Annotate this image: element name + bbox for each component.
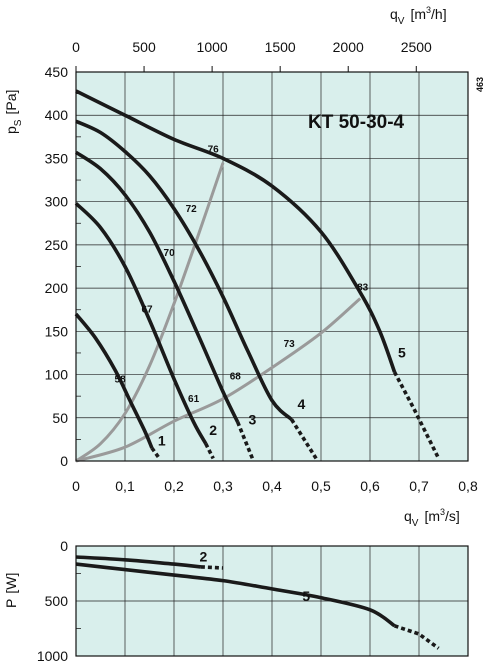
efficiency-label: 83	[357, 283, 369, 294]
pressure-curve-5-extension	[392, 371, 441, 460]
efficiency-label: 67	[141, 304, 153, 315]
power-y-tick-label: 0	[60, 538, 68, 554]
efficiency-label: 76	[208, 144, 220, 155]
efficiency-curve	[75, 162, 225, 463]
efficiency-label: 72	[186, 204, 198, 215]
chart-title: KT 50-30-4	[308, 112, 405, 133]
y-tick-label: 150	[45, 323, 69, 339]
x-axis-label: qV [m3/s]	[404, 507, 460, 529]
x-tick-label: 0,3	[213, 478, 233, 494]
power-curve-label: 2	[200, 548, 208, 564]
x2-tick-label: 2500	[401, 39, 432, 55]
pressure-curve-label: 4	[298, 396, 306, 412]
efficiency-curves	[75, 162, 362, 463]
power-curve-2	[75, 555, 202, 569]
y-tick-label: 100	[45, 367, 69, 383]
x-tick-label: 0,5	[311, 478, 331, 494]
power-curve-label: 5	[302, 588, 310, 604]
pressure-curve-5	[75, 89, 397, 373]
pressure-curve-4	[75, 119, 293, 421]
x2-axis-label: qV [m3/h]	[390, 5, 447, 27]
pressure-series-labels: 1 2 3 4 5	[158, 344, 406, 448]
x2-tick-label: 500	[132, 39, 156, 55]
efficiency-labels: 76 72 70 67 58 61 68 73 83	[115, 144, 369, 405]
pressure-curve-3	[75, 150, 240, 423]
efficiency-label: 58	[115, 374, 127, 385]
y-tick-label: 0	[60, 453, 68, 469]
power-series-labels: 25	[200, 548, 311, 604]
pressure-plot-frame	[75, 71, 469, 462]
efficiency-curve	[75, 297, 362, 463]
y-tick-label: 200	[45, 280, 69, 296]
pressure-curve-label: 1	[158, 432, 166, 448]
power-plot-frame	[75, 545, 469, 657]
power-curve-5-extension	[393, 624, 440, 650]
pressure-curve-2	[74, 202, 208, 445]
x2-tick-label: 2000	[333, 39, 364, 55]
pressure-curve-label: 3	[249, 412, 257, 428]
x-tick-label: 0,8	[458, 478, 478, 494]
pressure-curve-label: 2	[209, 422, 217, 438]
efficiency-label: 61	[188, 394, 200, 405]
power-y-axis-label: P[W]	[3, 573, 19, 608]
x-tick-label: 0,1	[115, 478, 135, 494]
x2-tick-label: 0	[72, 39, 80, 55]
pressure-chart: 76 72 70 67 58 61 68 73 83 1 2 3 4 5 0 0,1 0,2 0,3 0,4 0,…	[3, 5, 485, 529]
power-y-tick-label: 1000	[37, 648, 68, 662]
x-tick-label: 0,4	[262, 478, 282, 494]
power-series	[75, 555, 440, 650]
power-curve-2-extension	[200, 565, 224, 570]
pressure-series	[74, 89, 441, 460]
x2-tick-label: 1000	[197, 39, 228, 55]
power-y-tick-label: 500	[45, 593, 69, 609]
pressure-curve-4-extension	[290, 418, 318, 460]
y-tick-label: 450	[45, 64, 69, 80]
power-y-ticks: 0 500 1000	[37, 538, 68, 662]
pressure-curve-1	[74, 312, 154, 449]
x-tick-label: 0,2	[164, 478, 184, 494]
pressure-y-ticks: 0 50 100 150 200 250 300 350 400 450	[45, 64, 69, 469]
power-curve-5	[75, 562, 396, 628]
y-axis-label: pS[Pa]	[3, 90, 24, 134]
x-tick-label: 0	[72, 478, 80, 494]
flow-m3h-ticks: 0 500 1000 1500 2000 2500	[72, 39, 432, 72]
y-tick-label: 400	[45, 107, 69, 123]
y-tick-label: 350	[45, 150, 69, 166]
model-code: 463	[475, 77, 485, 92]
efficiency-label: 73	[284, 339, 296, 350]
y-tick-label: 250	[45, 237, 69, 253]
efficiency-label: 70	[164, 248, 176, 259]
pressure-curve-label: 5	[398, 344, 406, 360]
pressure-curve-1-extension	[150, 446, 161, 460]
pressure-x-ticks: 0 0,1 0,2 0,3 0,4 0,5 0,6 0,7 0,8	[72, 478, 478, 494]
pressure-curve-2-extension	[204, 442, 215, 460]
x-tick-label: 0,7	[409, 478, 429, 494]
x2-tick-label: 1500	[265, 39, 296, 55]
y-tick-label: 300	[45, 194, 69, 210]
y-tick-label: 50	[52, 410, 68, 426]
efficiency-label: 68	[230, 372, 242, 383]
x-tick-label: 0,6	[360, 478, 380, 494]
